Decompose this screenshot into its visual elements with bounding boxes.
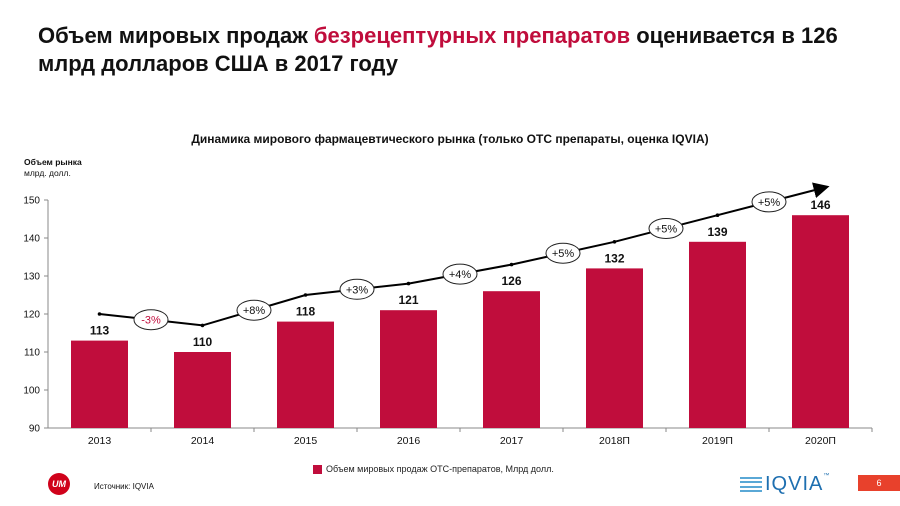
growth-label: +8%	[243, 305, 266, 317]
y-axis-title: Объем рынка	[24, 157, 82, 167]
iqvia-trademark: ™	[823, 473, 830, 479]
legend-label: Объем мировых продаж ОТС-препаратов, Млр…	[326, 464, 554, 474]
iqvia-wordmark: IQVIA	[765, 473, 824, 495]
um-logo: UM	[48, 473, 70, 495]
value-label: 132	[604, 251, 624, 265]
trend-point	[612, 240, 617, 244]
growth-bubble	[339, 278, 375, 300]
legend: Объем мировых продаж ОТС-препаратов, Млр…	[313, 464, 554, 474]
bar-2018П	[586, 268, 643, 428]
value-label: 139	[707, 225, 727, 239]
growth-label: +4%	[449, 269, 472, 281]
iqvia-lines-icon	[740, 476, 762, 493]
y-axis-label: Объем рынка млрд. долл.	[24, 157, 82, 179]
legend-swatch	[313, 464, 322, 474]
bar-2017	[483, 291, 540, 428]
value-label: 110	[193, 335, 213, 349]
x-tick-label: 2016	[397, 435, 421, 447]
growth-bubble	[133, 309, 169, 331]
growth-bubble	[442, 263, 478, 285]
trend-point	[509, 262, 514, 267]
growth-label: +5%	[552, 248, 575, 260]
x-tick-label: 2020П	[805, 435, 836, 447]
page-number: 6	[858, 475, 900, 491]
title-highlight: безрецептурных препаратов	[313, 23, 631, 48]
growth-bubble	[751, 191, 787, 213]
bar-2014	[174, 352, 231, 428]
bar-2013	[71, 340, 128, 428]
value-label: 126	[501, 274, 521, 288]
y-tick-label: 90	[29, 424, 41, 435]
y-tick-label: 150	[23, 196, 40, 207]
growth-label: +5%	[655, 224, 678, 236]
x-tick-label: 2014	[191, 435, 215, 447]
x-tick-label: 2018П	[599, 435, 630, 447]
x-tick-label: 2015	[294, 435, 318, 447]
trend-point	[97, 312, 102, 316]
bar-2020П	[792, 215, 849, 428]
bar-2015	[277, 321, 334, 428]
bar-2016	[380, 310, 437, 428]
value-label: 113	[90, 324, 110, 338]
source-note: Источник: IQVIA	[94, 482, 154, 491]
x-tick-label: 2013	[88, 435, 112, 447]
x-tick-label: 2019П	[702, 435, 733, 447]
trend-point	[303, 293, 308, 297]
trend-point	[715, 213, 720, 217]
growth-label: -3%	[141, 315, 161, 327]
trend-point	[406, 281, 411, 286]
y-tick-label: 120	[23, 310, 40, 321]
growth-label: +5%	[758, 197, 781, 209]
growth-label: +3%	[346, 284, 369, 296]
page-title: Объем мировых продаж безрецептурных преп…	[38, 22, 878, 78]
growth-bubble	[236, 299, 272, 321]
y-tick-label: 140	[23, 234, 40, 245]
chart-title: Динамика мирового фармацевтического рынк…	[191, 132, 709, 146]
y-tick-label: 110	[24, 348, 40, 359]
value-label: 121	[398, 293, 418, 307]
growth-bubble	[648, 218, 684, 239]
growth-bubble	[545, 242, 581, 264]
y-tick-label: 130	[23, 272, 40, 283]
iqvia-logo: IQVIA ™	[740, 473, 829, 496]
y-axis-unit: млрд. долл.	[24, 168, 71, 178]
title-part2: оценивается в 126 млрд долларов США в 20…	[38, 23, 838, 76]
trend-point	[200, 323, 205, 328]
y-tick-label: 100	[23, 386, 40, 397]
title-part1: Объем мировых продаж	[38, 23, 314, 48]
bar-2019П	[689, 241, 746, 428]
value-label: 118	[296, 305, 316, 319]
x-tick-label: 2017	[500, 435, 524, 447]
value-label: 146	[810, 198, 830, 212]
